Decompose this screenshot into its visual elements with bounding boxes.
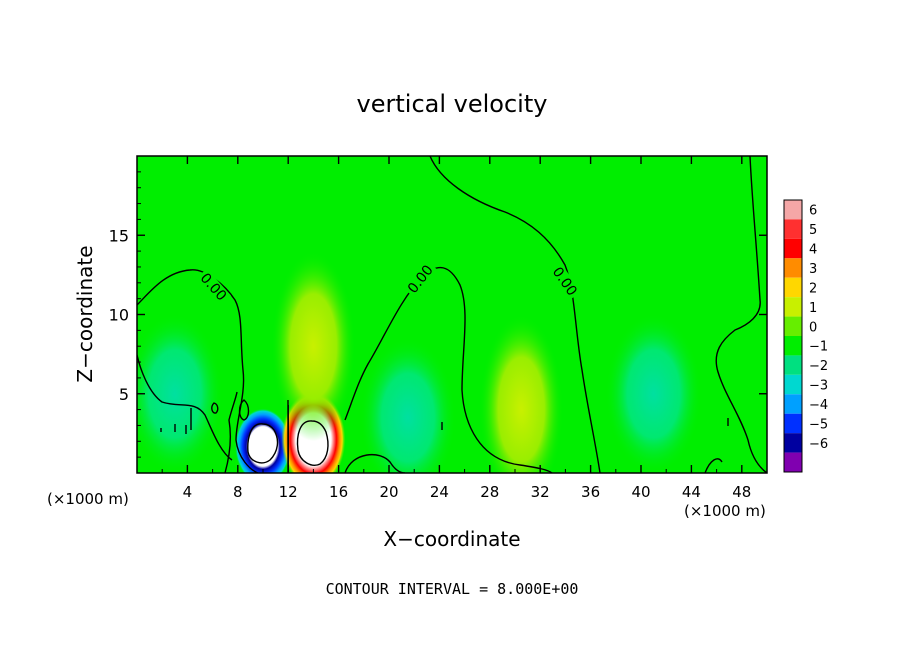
- colorbar-swatch: [784, 355, 802, 375]
- downdraft-region: [359, 337, 456, 473]
- colorbar-swatch: [784, 433, 802, 453]
- y-tick-label: 15: [109, 226, 129, 245]
- colorbar-label: −2: [809, 359, 828, 374]
- x-tick-label: 32: [531, 483, 550, 501]
- colorbar-swatch: [784, 200, 802, 220]
- colorbar-swatch: [784, 413, 802, 434]
- contour-line: [224, 391, 289, 473]
- colorbar-label: −1: [809, 340, 828, 355]
- colorbar-swatch: [784, 219, 802, 239]
- x-tick-label: 8: [233, 483, 243, 501]
- contour-label-bg: [548, 262, 582, 301]
- colorbar-label: 2: [809, 281, 817, 296]
- downdraft-region: [235, 408, 291, 473]
- x-tick-label: 28: [480, 483, 499, 501]
- colorbar-label: 5: [809, 223, 817, 238]
- colorbar-swatch: [784, 277, 802, 298]
- velocity-field: 0.00 0.00 0.00: [137, 156, 767, 473]
- x-tick-label: 4: [183, 483, 193, 501]
- x-unit-left: (×1000 m): [47, 490, 129, 508]
- x-tick-label: 36: [581, 483, 600, 501]
- contour-label-bg: [403, 260, 438, 299]
- x-tick-label: 12: [279, 483, 298, 501]
- updraft-region: [479, 314, 564, 473]
- colorbar-label: −3: [809, 379, 828, 394]
- x-tick-label: 48: [732, 483, 751, 501]
- x-tick-label: 40: [631, 483, 650, 501]
- colorbar-swatch: [784, 336, 802, 356]
- contour-line: [211, 402, 219, 414]
- colorbar-label: −5: [809, 417, 828, 432]
- colorbar-label: 1: [809, 301, 817, 316]
- colorbar-label: 3: [809, 262, 817, 277]
- contour-label-bg: [195, 268, 231, 306]
- y-axis-label: Z−coordinate: [73, 245, 97, 382]
- colorbar-swatch: [784, 374, 802, 395]
- colorbar-swatch: [784, 394, 802, 414]
- contour-line: [247, 423, 279, 464]
- contour-line: [429, 156, 601, 473]
- y-axis: 5 10 15: [109, 171, 767, 458]
- contour-interval-note: CONTOUR INTERVAL = 8.000E+00: [326, 580, 579, 598]
- updraft-region: [271, 251, 356, 442]
- contour-line: [715, 156, 767, 473]
- colorbar-label: 6: [809, 204, 817, 219]
- contour-line: [238, 399, 250, 421]
- colorbar-frame: [783, 199, 803, 473]
- x-tick-label: 24: [430, 483, 449, 501]
- contour-line: [344, 266, 553, 473]
- y-tick-label: 10: [109, 306, 129, 325]
- contour-lines: [137, 156, 767, 473]
- downdraft-region: [605, 313, 702, 473]
- contour-line: [137, 269, 259, 473]
- colorbar: 6 5 4 3 2 1 0 −1 −2 −3 −4 −5 −6: [783, 199, 828, 473]
- x-tick-label: 16: [329, 483, 348, 501]
- x-unit-right: (×1000 m): [684, 502, 766, 520]
- contour-line: [137, 354, 233, 461]
- colorbar-label: 4: [809, 243, 817, 258]
- colorbar-swatch: [784, 316, 802, 336]
- x-axis: 4 8 12 16 20 24 28 32 36 40 44 48: [161, 156, 751, 501]
- colorbar-swatch: [784, 452, 802, 472]
- downdraft-region: [137, 313, 223, 473]
- contour-line: [160, 408, 729, 434]
- colorbar-swatch: [784, 297, 802, 317]
- contour-line: [704, 458, 723, 473]
- x-axis-label: X−coordinate: [383, 527, 520, 551]
- colorbar-swatch: [784, 258, 802, 278]
- contour-line: [344, 454, 406, 473]
- y-tick-label: 5: [119, 385, 129, 404]
- colorbar-swatch: [784, 238, 802, 259]
- colorbar-label: −6: [809, 437, 828, 452]
- contour-line: [296, 420, 329, 466]
- colorbar-label: −4: [809, 398, 828, 413]
- x-tick-label: 20: [379, 483, 398, 501]
- colorbar-label: 0: [809, 320, 817, 335]
- x-tick-label: 44: [682, 483, 701, 501]
- chart-title: vertical velocity: [357, 90, 548, 118]
